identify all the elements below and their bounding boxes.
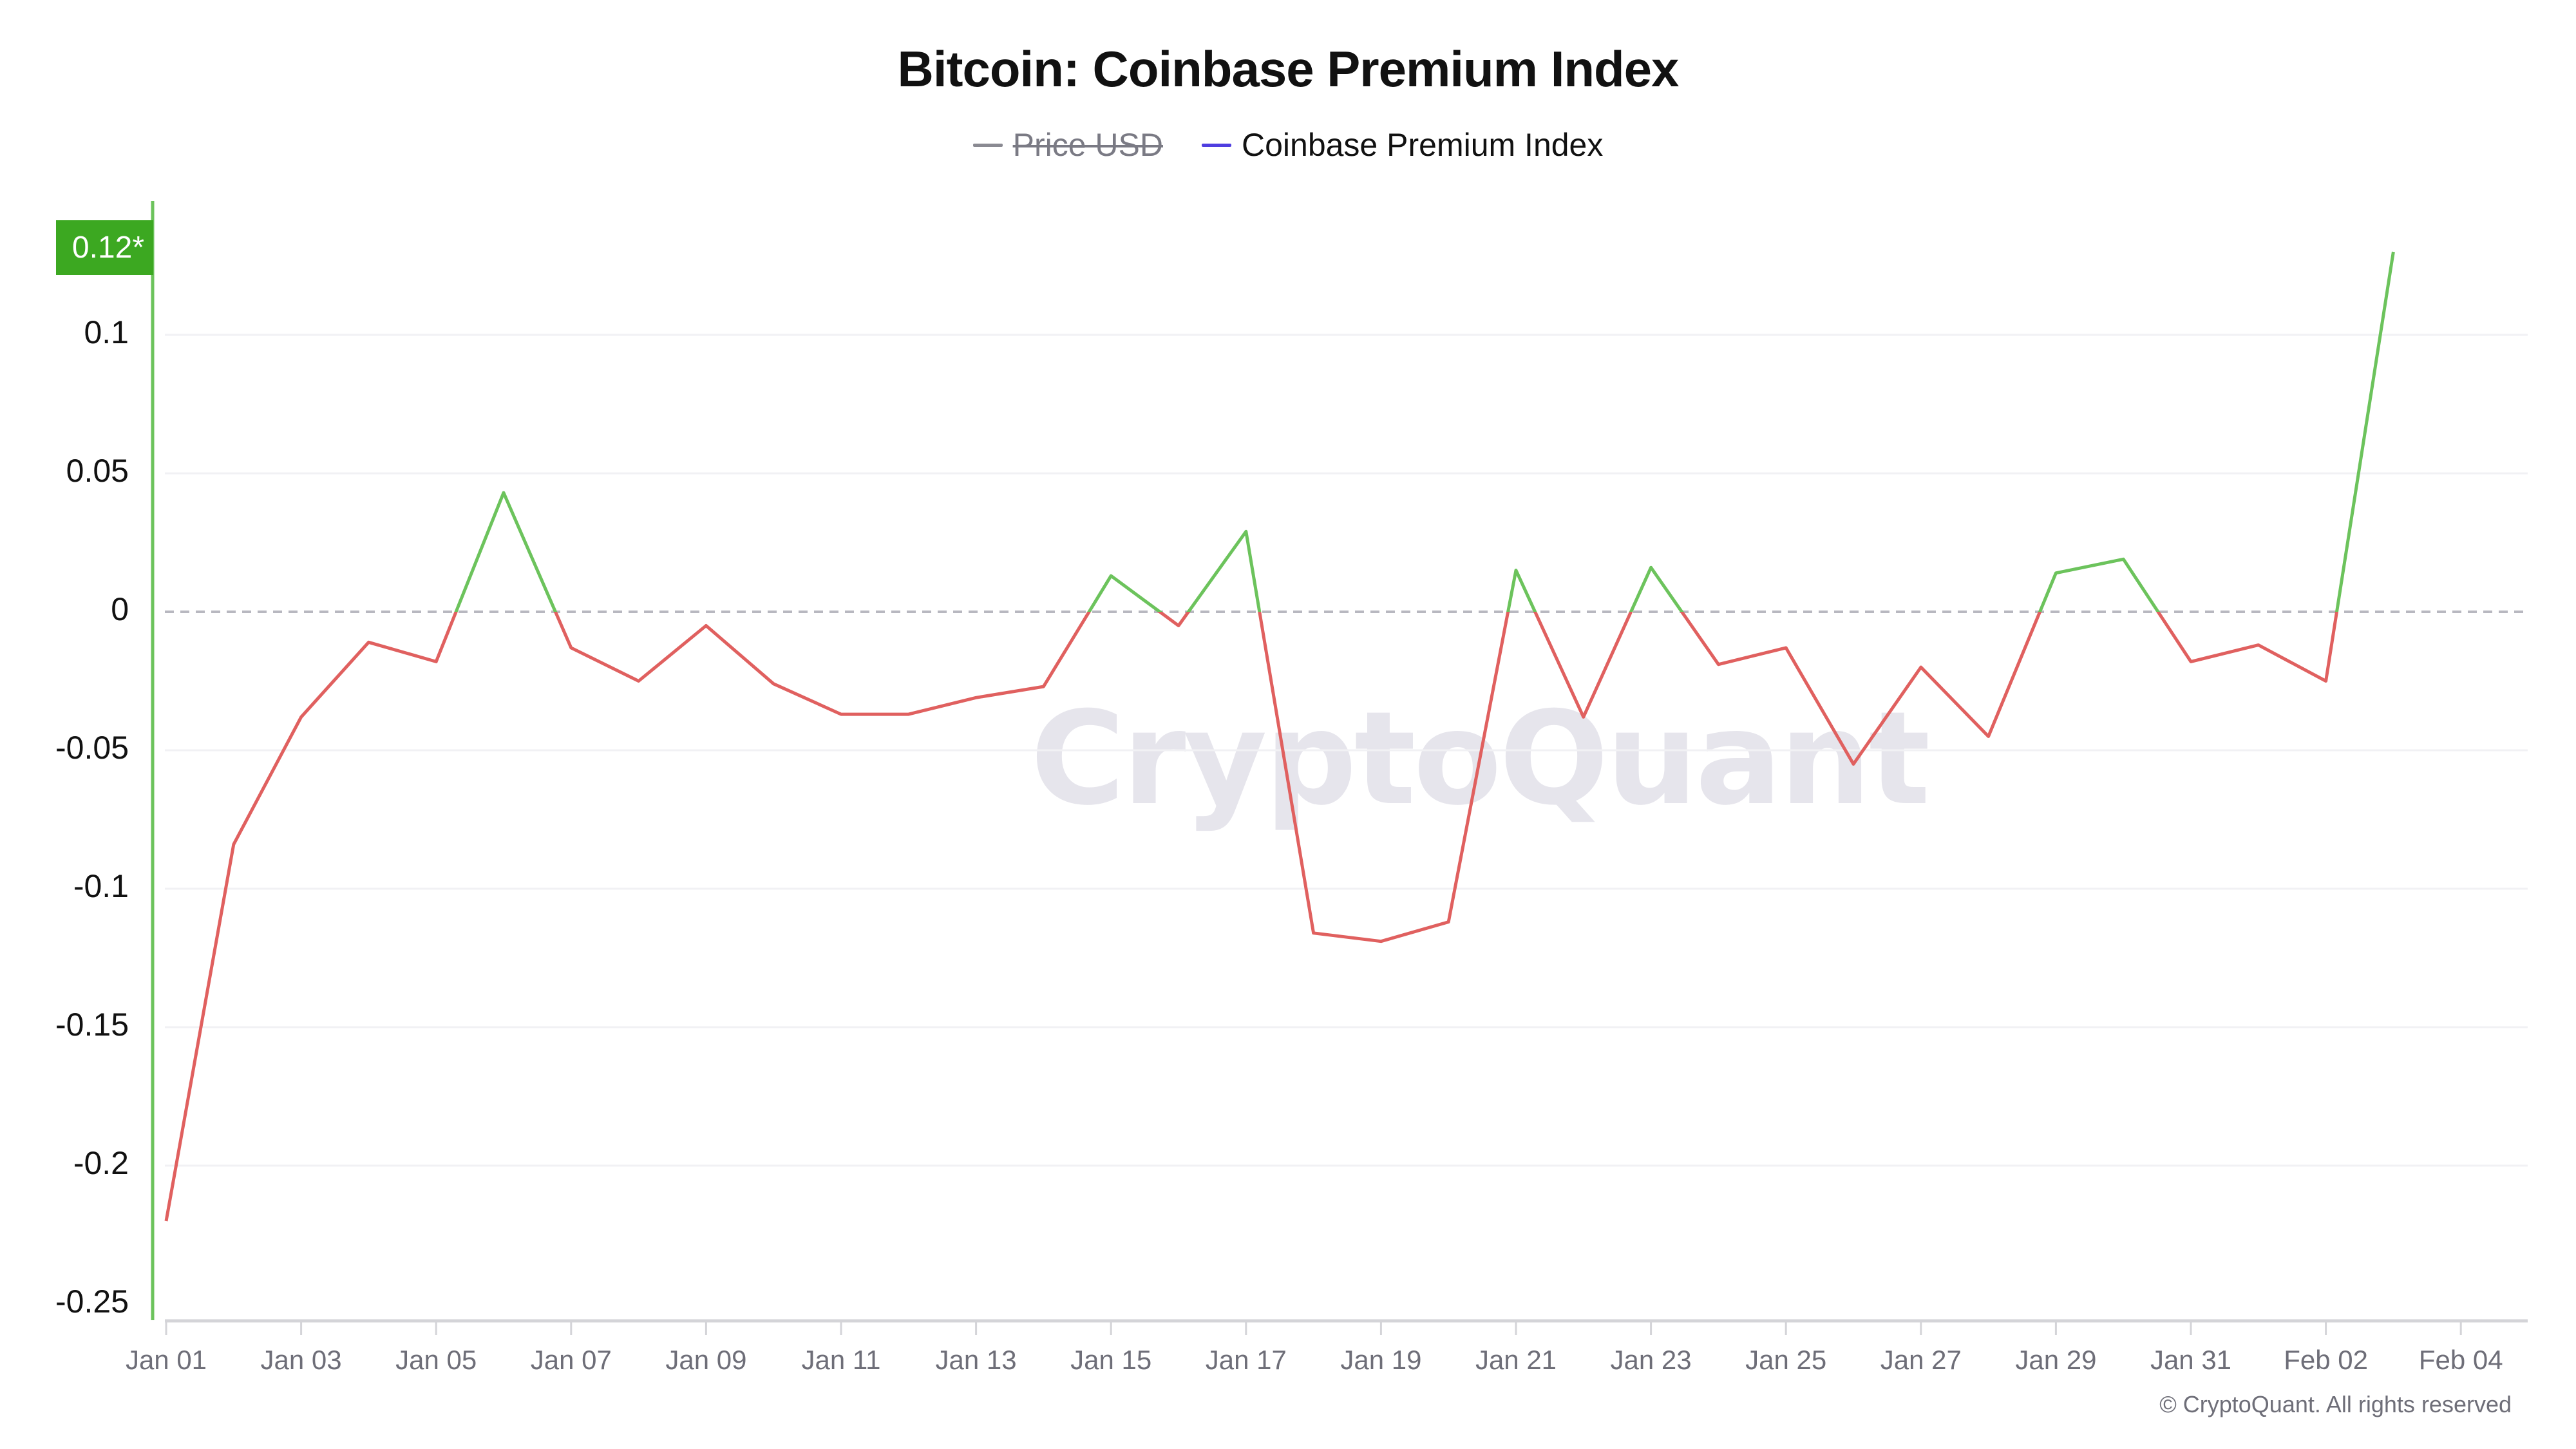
x-tick-label: Feb 02 xyxy=(2284,1345,2368,1375)
y-tick-label: -0.1 xyxy=(73,868,129,904)
x-tick-label: Jan 13 xyxy=(936,1345,1017,1375)
legend-label-price-usd: Price USD xyxy=(1012,127,1163,163)
legend: Price USD Coinbase Premium Index xyxy=(0,126,2576,164)
last-value-badge: 0.12* xyxy=(56,220,153,275)
gridlines xyxy=(165,334,2528,1167)
x-tick-label: Jan 17 xyxy=(1206,1345,1287,1375)
chart-title: Bitcoin: Coinbase Premium Index xyxy=(897,41,1680,97)
series-coinbase-premium-index xyxy=(164,251,2395,1222)
y-tick-label: -0.15 xyxy=(55,1007,129,1043)
x-tick-label: Jan 31 xyxy=(2150,1345,2231,1375)
legend-item-price-usd[interactable]: Price USD xyxy=(972,126,1163,164)
y-tick-label: 0.05 xyxy=(66,453,129,489)
y-axis-ticks: 0.1 0.05 0 -0.05 -0.1 -0.15 -0.2 -0.25 xyxy=(55,314,129,1320)
x-tick-label: Jan 23 xyxy=(1611,1345,1692,1375)
x-axis: Jan 01 Jan 03 Jan 05 Jan 07 Jan 09 Jan 11 Jan … xyxy=(126,1319,2528,1375)
legend-line-swatch-icon xyxy=(972,143,1003,147)
x-tick-label: Jan 27 xyxy=(1880,1345,1962,1375)
x-tick-label: Jan 29 xyxy=(2015,1345,2096,1375)
x-tick-label: Jan 03 xyxy=(261,1345,342,1375)
series-line-positive xyxy=(454,251,2395,612)
y-tick-label: -0.2 xyxy=(73,1145,129,1181)
x-tick-label: Jan 21 xyxy=(1475,1345,1557,1375)
x-tick-label: Feb 04 xyxy=(2419,1345,2503,1375)
y-tick-label: -0.05 xyxy=(55,730,129,766)
series-line-negative xyxy=(164,612,2339,1222)
copyright-text: © CryptoQuant. All rights reserved xyxy=(2159,1391,2512,1417)
x-tick-label: Jan 15 xyxy=(1070,1345,1151,1375)
x-tick-label: Jan 07 xyxy=(531,1345,612,1375)
x-tick-label: Jan 25 xyxy=(1745,1345,1826,1375)
x-tick-label: Jan 19 xyxy=(1340,1345,1421,1375)
x-tick-label: Jan 05 xyxy=(395,1345,477,1375)
legend-line-swatch-icon xyxy=(1201,143,1231,147)
y-tick-label: 0 xyxy=(111,591,129,627)
x-tick-label: Jan 11 xyxy=(802,1345,881,1375)
legend-label-coinbase-premium-index: Coinbase Premium Index xyxy=(1241,127,1604,163)
x-tick-label: Jan 09 xyxy=(665,1345,746,1375)
y-tick-label: -0.25 xyxy=(55,1283,129,1320)
y-tick-label: 0.1 xyxy=(84,314,129,350)
legend-item-coinbase-premium-index[interactable]: Coinbase Premium Index xyxy=(1201,126,1604,164)
x-tick-label: Jan 01 xyxy=(126,1345,207,1375)
